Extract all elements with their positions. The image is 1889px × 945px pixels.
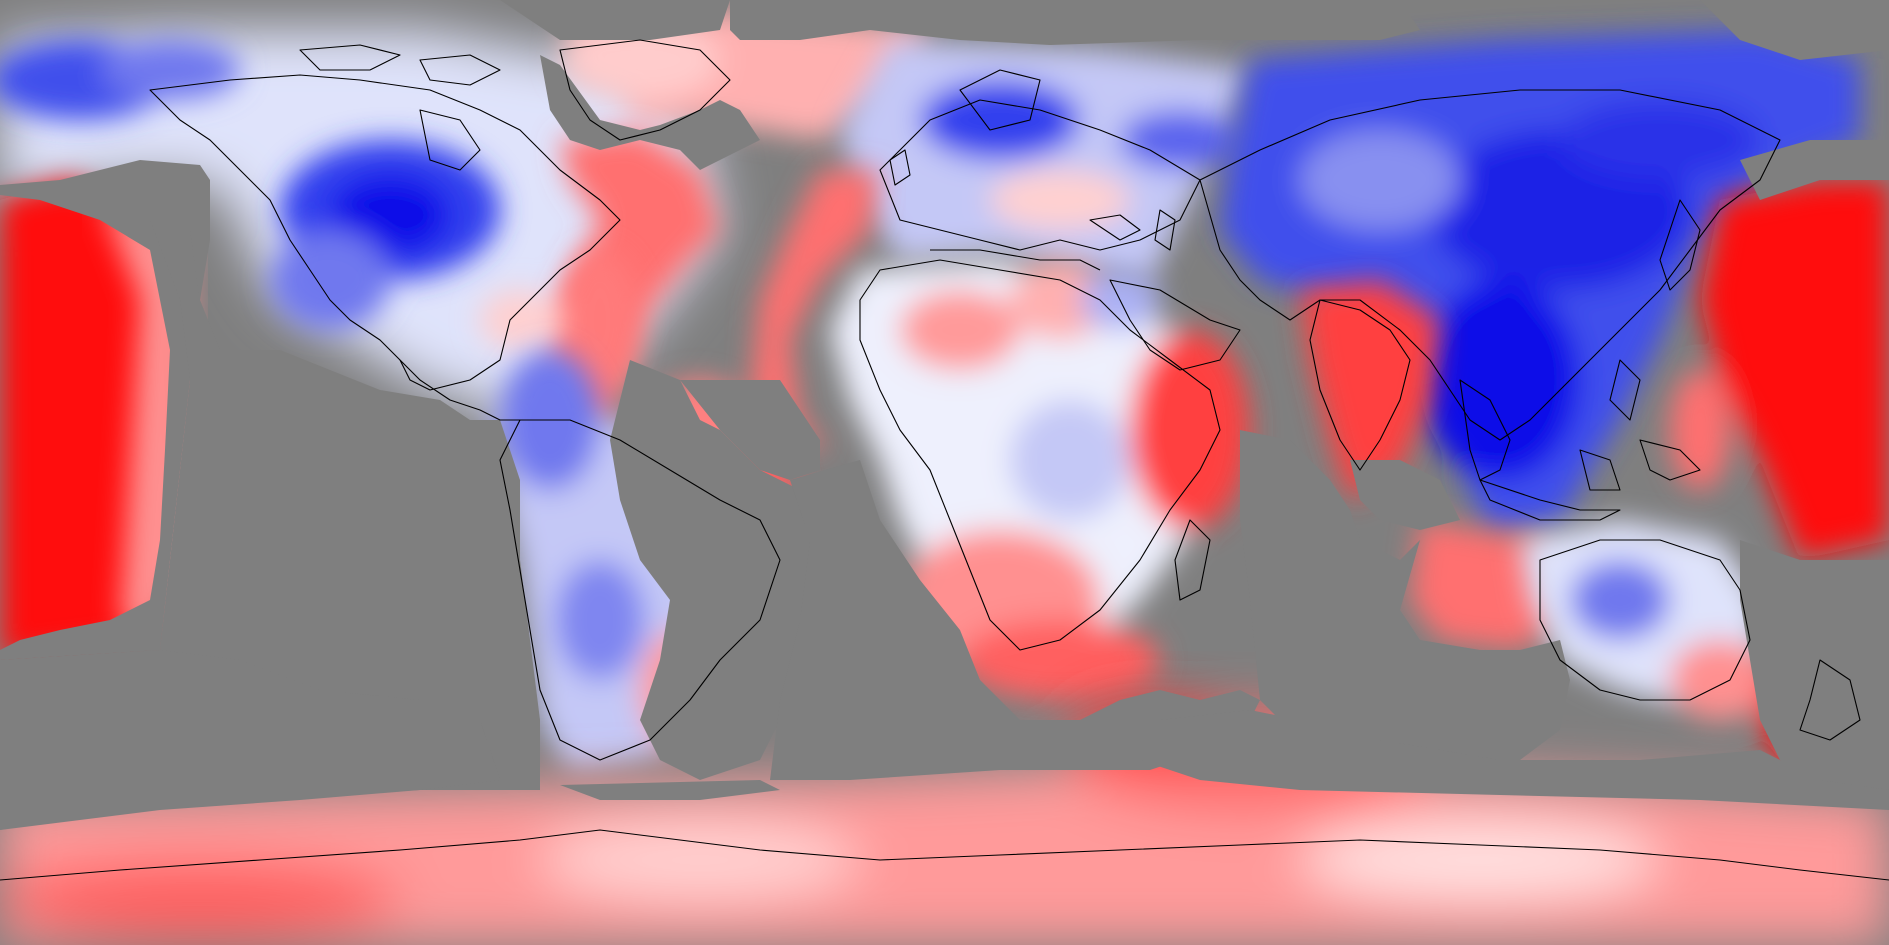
coastline-greenland (559, 39, 731, 141)
coastlines (0, 39, 1889, 881)
coastline-asia (1199, 89, 1781, 441)
coastline-europe (879, 99, 1201, 251)
field-east-atlantic (750, 170, 880, 450)
no-data-mask (0, 0, 1889, 830)
coastline-south-america (499, 419, 781, 761)
coastline-australia (1539, 539, 1751, 701)
coastline-north-america (149, 74, 621, 391)
coastline-antarctica (0, 829, 1889, 881)
field-west-pacific (1700, 180, 1889, 560)
field-antarctica (0, 760, 1889, 945)
coastline-africa (859, 259, 1221, 651)
coastline-india (1309, 299, 1411, 471)
